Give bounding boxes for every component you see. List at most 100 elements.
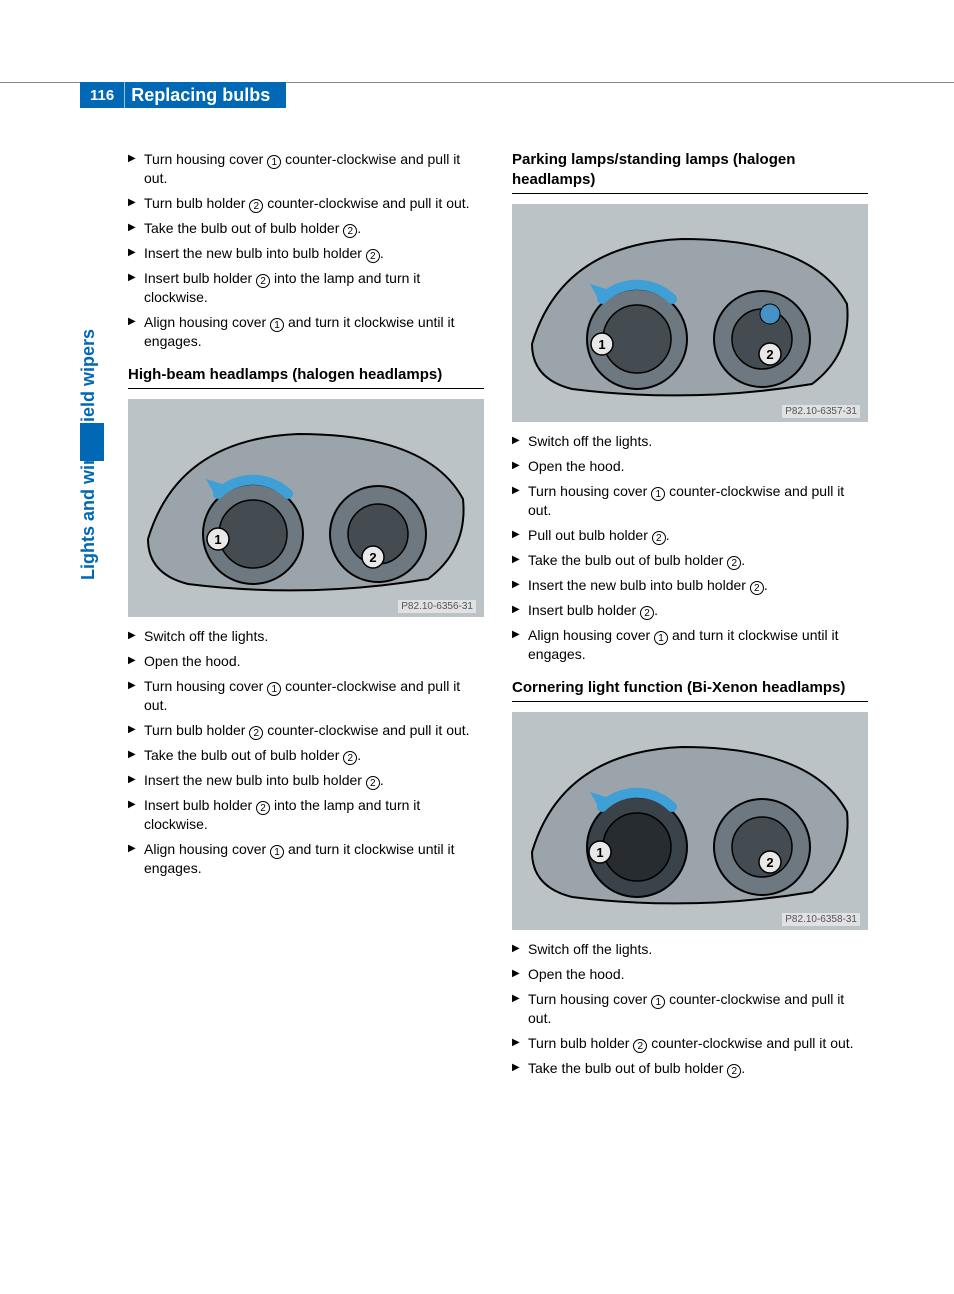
step-text-pre: Insert bulb holder (144, 797, 256, 813)
circled-ref: 2 (727, 1064, 741, 1078)
left-column: Turn housing cover 1 counter-clockwise a… (128, 150, 484, 1084)
circled-ref: 1 (267, 682, 281, 696)
step-item: Align housing cover 1 and turn it clockw… (512, 626, 868, 664)
step-text-pre: Take the bulb out of bulb holder (144, 747, 343, 763)
circled-ref: 1 (270, 845, 284, 859)
circled-ref: 2 (366, 249, 380, 263)
content-area: Turn housing cover 1 counter-clockwise a… (128, 150, 868, 1084)
step-item: Turn housing cover 1 counter-clockwise a… (128, 677, 484, 715)
right-column: Parking lamps/standing lamps (halogen he… (512, 150, 868, 1084)
step-text-post: . (741, 1060, 745, 1076)
page-number: 116 (80, 87, 124, 104)
step-text-post: . (380, 245, 384, 261)
high-beam-steps: Switch off the lights. Open the hood. Turn… (128, 627, 484, 877)
step-item: Insert the new bulb into bulb holder 2. (128, 244, 484, 263)
step-text-post: . (357, 747, 361, 763)
parking-caption: P82.10-6357-31 (782, 405, 860, 418)
svg-text:1: 1 (214, 532, 221, 547)
step-text-pre: Align housing cover (528, 627, 654, 643)
step-text-pre: Switch off the lights. (528, 941, 652, 957)
step-text-pre: Insert the new bulb into bulb holder (144, 772, 366, 788)
step-item: Turn housing cover 1 counter-clockwise a… (512, 482, 868, 520)
parking-diagram: 1 2 (512, 204, 868, 422)
circled-ref: 1 (651, 995, 665, 1009)
step-text-pre: Open the hood. (528, 458, 625, 474)
step-item: Take the bulb out of bulb holder 2. (128, 219, 484, 238)
parking-heading: Parking lamps/standing lamps (halogen he… (512, 150, 868, 189)
step-text-pre: Open the hood. (528, 966, 625, 982)
circled-ref: 2 (256, 274, 270, 288)
circled-ref: 2 (633, 1039, 647, 1053)
step-item: Switch off the lights. (512, 432, 868, 451)
high-beam-diagram: 1 2 (128, 399, 484, 617)
step-text-pre: Insert bulb holder (528, 602, 640, 618)
step-item: Take the bulb out of bulb holder 2. (512, 1059, 868, 1078)
step-text-pre: Take the bulb out of bulb holder (528, 1060, 727, 1076)
step-text-post: counter-clockwise and pull it out. (263, 195, 469, 211)
step-text-post: . (380, 772, 384, 788)
step-item: Align housing cover 1 and turn it clockw… (128, 313, 484, 351)
step-item: Insert bulb holder 2. (512, 601, 868, 620)
step-item: Switch off the lights. (128, 627, 484, 646)
step-item: Turn housing cover 1 counter-clockwise a… (128, 150, 484, 188)
circled-ref: 2 (652, 531, 666, 545)
high-beam-caption: P82.10-6356-31 (398, 600, 476, 613)
high-beam-rule (128, 388, 484, 389)
cornering-caption: P82.10-6358-31 (782, 913, 860, 926)
step-text-pre: Switch off the lights. (528, 433, 652, 449)
circled-ref: 2 (343, 751, 357, 765)
circled-ref: 2 (343, 224, 357, 238)
circled-ref: 2 (727, 556, 741, 570)
circled-ref: 2 (256, 801, 270, 815)
step-text-post: . (357, 220, 361, 236)
step-text-post: . (741, 552, 745, 568)
circled-ref: 2 (750, 581, 764, 595)
page-title: Replacing bulbs (125, 85, 270, 106)
step-item: Insert bulb holder 2 into the lamp and t… (128, 796, 484, 834)
step-text-pre: Align housing cover (144, 841, 270, 857)
step-text-post: counter-clockwise and pull it out. (263, 722, 469, 738)
step-text-post: . (666, 527, 670, 543)
page-header: 116 Replacing bulbs (80, 82, 286, 108)
step-item: Turn bulb holder 2 counter-clockwise and… (128, 194, 484, 213)
svg-text:1: 1 (598, 337, 605, 352)
step-text-pre: Insert the new bulb into bulb holder (144, 245, 366, 261)
top-left-steps: Turn housing cover 1 counter-clockwise a… (128, 150, 484, 351)
cornering-steps: Switch off the lights. Open the hood. Turn… (512, 940, 868, 1078)
parking-figure: 1 2 P82.10-6357-31 (512, 204, 868, 422)
high-beam-figure: 1 2 P82.10-6356-31 (128, 399, 484, 617)
parking-steps: Switch off the lights. Open the hood. Turn… (512, 432, 868, 664)
svg-text:1: 1 (596, 845, 603, 860)
cornering-heading: Cornering light function (Bi-Xenon headl… (512, 678, 868, 698)
step-item: Insert bulb holder 2 into the lamp and t… (128, 269, 484, 307)
step-item: Turn bulb holder 2 counter-clockwise and… (128, 721, 484, 740)
svg-text:2: 2 (766, 855, 773, 870)
cornering-rule (512, 701, 868, 702)
step-text-post: . (654, 602, 658, 618)
step-item: Align housing cover 1 and turn it clockw… (128, 840, 484, 878)
parking-rule (512, 193, 868, 194)
step-item: Switch off the lights. (512, 940, 868, 959)
step-item: Turn bulb holder 2 counter-clockwise and… (512, 1034, 868, 1053)
circled-ref: 2 (640, 606, 654, 620)
step-text-pre: Pull out bulb holder (528, 527, 652, 543)
circled-ref: 2 (249, 199, 263, 213)
high-beam-heading: High-beam headlamps (halogen headlamps) (128, 365, 484, 385)
step-text-pre: Align housing cover (144, 314, 270, 330)
step-item: Insert the new bulb into bulb holder 2. (512, 576, 868, 595)
step-item: Insert the new bulb into bulb holder 2. (128, 771, 484, 790)
step-item: Take the bulb out of bulb holder 2. (512, 551, 868, 570)
circled-ref: 1 (651, 487, 665, 501)
step-text-pre: Switch off the lights. (144, 628, 268, 644)
circled-ref: 1 (654, 631, 668, 645)
circled-ref: 1 (270, 318, 284, 332)
step-text-post: counter-clockwise and pull it out. (647, 1035, 853, 1051)
step-item: Take the bulb out of bulb holder 2. (128, 746, 484, 765)
step-text-pre: Turn bulb holder (144, 722, 249, 738)
step-text-post: . (764, 577, 768, 593)
step-text-pre: Turn housing cover (528, 991, 651, 1007)
step-item: Pull out bulb holder 2. (512, 526, 868, 545)
circled-ref: 1 (267, 155, 281, 169)
step-text-pre: Open the hood. (144, 653, 241, 669)
side-section-label: Lights and windshield wipers (78, 329, 99, 580)
